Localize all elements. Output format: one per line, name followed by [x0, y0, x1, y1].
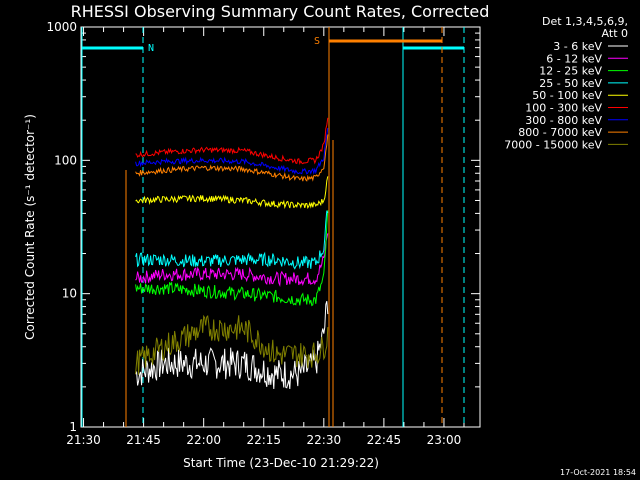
- series-line-1: [135, 233, 329, 288]
- flag-label-n: N: [148, 43, 154, 54]
- x-tick-label: 21:45: [126, 433, 161, 447]
- x-tick-label: 22:00: [186, 433, 221, 447]
- x-axis-label: Start Time (23-Dec-10 21:29:22): [183, 456, 379, 470]
- legend-label-7: 800 - 7000 keV: [518, 126, 602, 139]
- x-axis: 21:30 21:45 22:00 22:15 22:30 22:45 23:00: [66, 27, 465, 447]
- y-tick-label: 1000: [46, 20, 77, 34]
- series-line-6: [135, 127, 329, 175]
- series-line-2: [135, 210, 329, 307]
- footer-timestamp: 17-Oct-2021 18:54: [560, 468, 636, 477]
- y-tick-label: 1: [69, 420, 77, 434]
- legend-label-3: 25 - 50 keV: [539, 77, 602, 90]
- x-tick-label: 21:30: [66, 433, 101, 447]
- series-line-5: [135, 117, 329, 165]
- x-tick-label: 22:45: [367, 433, 402, 447]
- legend-label-5: 100 - 300 keV: [525, 102, 602, 115]
- legend-label-1: 6 - 12 keV: [546, 52, 602, 65]
- chart-title: RHESSI Observing Summary Count Rates, Co…: [71, 2, 490, 21]
- y-tick-label: 100: [54, 153, 77, 167]
- x-tick-label: 22:15: [246, 433, 281, 447]
- y-axis-label: Corrected Count Rate (s⁻¹ detector⁻¹): [23, 114, 37, 340]
- legend-label-6: 300 - 800 keV: [525, 114, 602, 127]
- legend-header-line-2: Att 0: [602, 27, 628, 40]
- series-line-8: [135, 314, 329, 375]
- flag-label-s: S: [314, 36, 320, 47]
- series-line-0: [135, 301, 329, 390]
- plot-frame: [80, 26, 481, 428]
- legend-label-8: 7000 - 15000 keV: [504, 138, 602, 151]
- legend-label-2: 12 - 25 keV: [539, 65, 602, 78]
- legend-label-0: 3 - 6 keV: [553, 40, 602, 53]
- plot-area: 1 10 100 1000 21:30 21:45 22:00 22:15 22:30 22:45…: [46, 20, 481, 447]
- series-line-4: [135, 176, 329, 210]
- legend-header-line-1: Det 1,3,4,5,6,9,: [542, 15, 628, 28]
- series-line-3: [135, 210, 329, 270]
- x-tick-label: 22:30: [307, 433, 342, 447]
- legend-label-4: 50 - 100 keV: [532, 89, 602, 102]
- y-tick-label: 10: [62, 287, 77, 301]
- x-tick-label: 23:00: [427, 433, 462, 447]
- series-line-7: [135, 134, 329, 182]
